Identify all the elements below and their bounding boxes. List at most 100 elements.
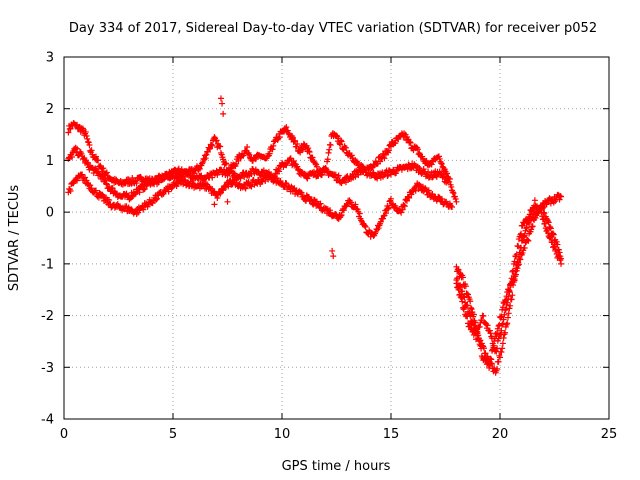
data-point [532, 215, 539, 222]
data-point [348, 152, 355, 159]
data-point [217, 95, 224, 102]
data-point [542, 220, 549, 227]
data-point [106, 196, 113, 203]
x-tick-label: 5 [169, 427, 177, 442]
data-point [213, 137, 220, 144]
data-point [380, 215, 387, 222]
data-point [100, 173, 107, 180]
data-point [511, 275, 518, 282]
data-point [103, 169, 110, 176]
data-point [287, 155, 294, 162]
data-point [497, 331, 504, 338]
y-tick-label: -4 [41, 413, 54, 428]
data-point [515, 261, 522, 268]
data-point [406, 194, 413, 201]
data-point [209, 174, 216, 181]
data-point [361, 222, 368, 229]
data-point [347, 198, 354, 205]
data-point [217, 190, 224, 197]
y-axis-label: SDTVAR / TECUs [7, 185, 22, 292]
data-point [444, 178, 451, 185]
y-tick-label: -2 [41, 309, 54, 324]
data-point [512, 271, 519, 278]
data-point [495, 323, 502, 330]
data-point [382, 210, 389, 217]
data-point [476, 323, 483, 330]
data-point [244, 144, 251, 151]
data-point [465, 291, 472, 298]
data-point [83, 177, 90, 184]
data-point [498, 327, 505, 334]
data-point [443, 170, 450, 177]
data-point [547, 225, 554, 232]
data-point [358, 217, 365, 224]
data-point [455, 266, 462, 273]
data-point [511, 258, 518, 265]
data-point [206, 146, 213, 153]
data-point [242, 185, 249, 192]
data-point [276, 134, 283, 141]
data-point [269, 146, 276, 153]
data-point [217, 143, 224, 150]
data-point [99, 191, 106, 198]
y-tick-label: 0 [46, 206, 54, 221]
data-point [220, 187, 227, 194]
data-point [448, 183, 455, 190]
data-point [270, 142, 277, 149]
data-point [337, 137, 344, 144]
data-point [529, 223, 536, 230]
data-point [88, 147, 95, 154]
data-point [438, 195, 445, 202]
data-point [290, 158, 297, 165]
data-point [531, 197, 538, 204]
data-point [385, 147, 392, 154]
data-point [425, 187, 432, 194]
data-point [475, 335, 482, 342]
data-point [220, 110, 227, 117]
data-point [141, 186, 148, 193]
data-point [459, 298, 466, 305]
data-point [168, 185, 175, 192]
data-point [436, 155, 443, 162]
data-point [395, 136, 402, 143]
data-point [137, 173, 144, 180]
data-point [508, 275, 515, 282]
data-point [506, 289, 513, 296]
data-point [525, 237, 532, 244]
data-point [462, 283, 469, 290]
data-point [92, 153, 99, 160]
data-point [457, 293, 464, 300]
data-point [518, 230, 525, 237]
data-point [464, 313, 471, 320]
data-point [74, 145, 81, 152]
data-point [252, 156, 259, 163]
data-point [82, 128, 89, 135]
data-point [83, 132, 90, 139]
axis-ticks: 0 5 10 15 20 25 -4 -3 -2 -1 0 1 2 3 [41, 51, 617, 443]
data-point [356, 210, 363, 217]
data-point [468, 306, 475, 313]
data-point [313, 163, 320, 170]
data-point [165, 188, 172, 195]
data-point [401, 203, 408, 210]
data-point [507, 281, 514, 288]
data-point [218, 151, 225, 158]
data-point [455, 286, 462, 293]
data-point [354, 206, 361, 213]
data-point [283, 180, 290, 187]
data-point [505, 293, 512, 300]
data-point [513, 251, 520, 258]
data-point [449, 189, 456, 196]
data-point [484, 322, 491, 329]
data-point [558, 260, 565, 267]
data-point [505, 310, 512, 317]
data-point [211, 201, 218, 208]
data-point [292, 137, 299, 144]
data-point [74, 177, 81, 184]
data-point [294, 163, 301, 170]
data-point [545, 219, 552, 226]
data-point [79, 171, 86, 178]
data-point [289, 134, 296, 141]
data-point [103, 181, 110, 188]
